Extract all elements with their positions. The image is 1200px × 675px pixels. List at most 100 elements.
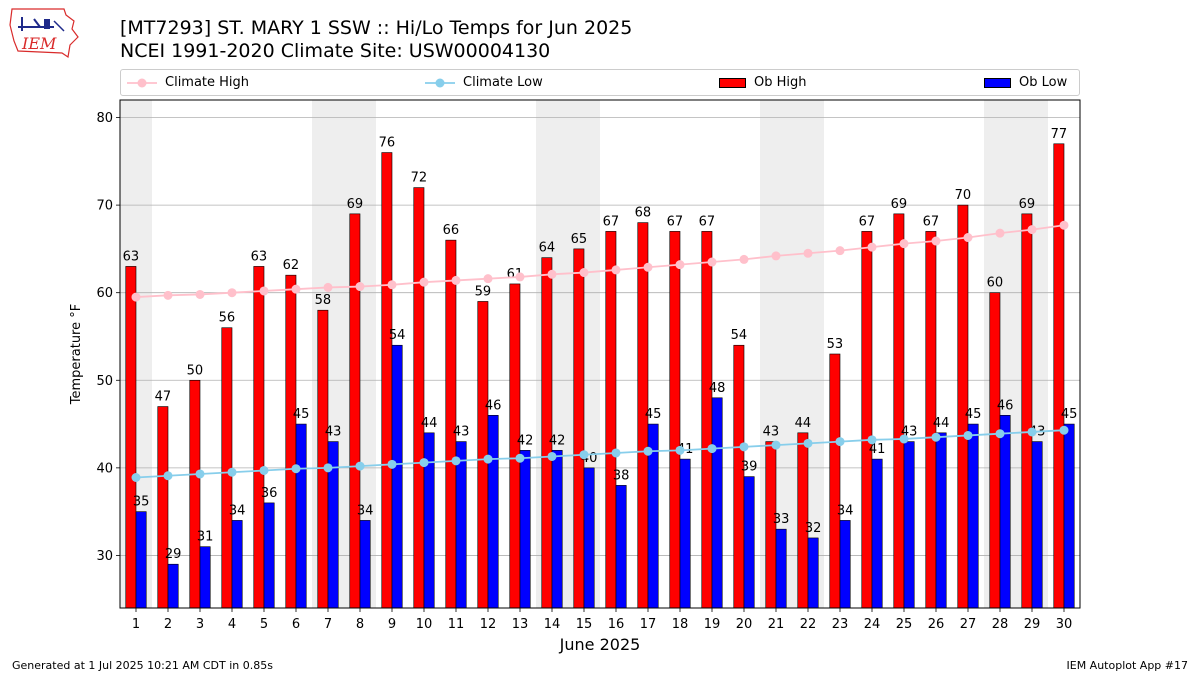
x-tick-label: 29 [1024, 617, 1041, 632]
ob-low-value-label: 44 [933, 416, 950, 431]
x-tick-label: 20 [736, 617, 753, 632]
ob-high-bar [189, 379, 201, 609]
ob-high-bar [381, 152, 393, 609]
x-tick-label: 2 [164, 617, 172, 632]
ob-high-value-label: 67 [667, 214, 684, 229]
ob-low-swatch-icon [984, 77, 1011, 88]
ob-high-bar [1021, 213, 1033, 609]
ob-low-bar [1063, 423, 1075, 609]
ob-high-value-label: 63 [251, 249, 268, 264]
ob-high-value-label: 43 [763, 425, 780, 440]
ob-low-bar [519, 450, 531, 609]
chart-subtitle: NCEI 1991-2020 Climate Site: USW00004130 [120, 40, 551, 62]
x-tick-label: 6 [292, 617, 300, 632]
legend-label-ob-high: Ob High [754, 75, 807, 90]
climate-low-point [739, 442, 749, 452]
climate-high-point [707, 257, 717, 267]
climate-high-point [675, 260, 685, 270]
x-tick-label: 1 [132, 617, 140, 632]
x-tick-label: 8 [356, 617, 364, 632]
climate-high-point [643, 262, 653, 272]
climate-low-point [195, 469, 205, 479]
ob-high-value-label: 65 [571, 232, 588, 247]
ob-low-bar [231, 520, 243, 609]
ob-low-bar [391, 344, 403, 609]
climate-high-point [291, 284, 301, 294]
x-tick-label: 22 [800, 617, 817, 632]
climate-high-point [451, 275, 461, 285]
ob-low-value-label: 45 [645, 407, 662, 422]
legend-item-climate-high: Climate High [127, 70, 249, 95]
iem-logo: IEM [9, 8, 79, 59]
ob-high-value-label: 67 [603, 214, 620, 229]
ob-low-bar [135, 511, 147, 609]
climate-high-point [771, 251, 781, 261]
x-tick-label: 7 [324, 617, 332, 632]
climate-low-point [643, 446, 653, 456]
ob-low-value-label: 54 [389, 328, 406, 343]
climate-high-point [259, 286, 269, 296]
ob-low-bar [711, 397, 723, 609]
plot-frame [119, 99, 1081, 609]
x-tick-label: 5 [260, 617, 268, 632]
climate-high-point [963, 233, 973, 243]
climate-high-point [163, 290, 173, 300]
climate-high-point [931, 236, 941, 246]
legend-item-ob-high: Ob High [719, 70, 807, 95]
climate-high-point [867, 242, 877, 252]
ob-low-bar [871, 458, 883, 609]
ob-low-value-label: 45 [1061, 407, 1078, 422]
ob-high-value-label: 68 [635, 206, 652, 221]
ob-low-bar [455, 441, 467, 609]
climate-low-point [163, 471, 173, 481]
x-tick-label: 11 [448, 617, 465, 632]
climate-low-point [771, 440, 781, 450]
ob-low-value-label: 42 [549, 433, 566, 448]
ob-high-value-label: 47 [155, 390, 172, 405]
climate-low-point [803, 438, 813, 448]
legend-item-ob-low: Ob Low [984, 70, 1067, 95]
ob-low-value-label: 35 [133, 495, 150, 510]
climate-high-point [323, 282, 333, 292]
ob-high-value-label: 69 [891, 197, 908, 212]
climate-high-point [739, 254, 749, 264]
climate-low-line [135, 429, 1065, 479]
ob-low-bar [679, 458, 691, 609]
legend-label-ob-low: Ob Low [1019, 75, 1068, 90]
x-axis-label: June 2025 [559, 635, 641, 654]
ob-high-value-label: 64 [539, 241, 556, 256]
ob-low-value-label: 48 [709, 381, 726, 396]
ob-high-value-label: 67 [859, 214, 876, 229]
x-tick-label: 16 [608, 617, 625, 632]
ob-low-bar [487, 415, 499, 609]
climate-low-point [131, 472, 141, 482]
climate-high-point [195, 289, 205, 299]
ob-high-bar [125, 266, 137, 609]
ob-high-value-label: 69 [1019, 197, 1036, 212]
ob-low-value-label: 45 [293, 407, 310, 422]
y-tick-label: 60 [96, 286, 113, 301]
climate-high-point [995, 228, 1005, 238]
ob-high-bar [861, 231, 873, 609]
x-tick-label: 3 [196, 617, 204, 632]
climate-high-point [227, 288, 237, 298]
x-tick-label: 23 [832, 617, 849, 632]
ob-high-value-label: 70 [955, 188, 972, 203]
y-axis-label: Temperature °F [69, 304, 84, 405]
x-tick-label: 24 [864, 617, 881, 632]
climate-high-point [547, 269, 557, 279]
legend-label-climate-low: Climate Low [463, 75, 543, 90]
climate-high-point [579, 268, 589, 278]
y-tick-label: 50 [96, 374, 113, 389]
y-tick-label: 30 [96, 549, 113, 564]
ob-high-swatch-icon [719, 77, 746, 88]
ob-low-value-label: 34 [837, 503, 854, 518]
climate-low-point [995, 429, 1005, 439]
legend-item-climate-low: Climate Low [425, 70, 543, 95]
legend: Climate High Climate Low Ob High Ob Low [120, 69, 1080, 96]
ob-low-value-label: 46 [485, 398, 502, 413]
ob-low-bar [199, 546, 211, 609]
climate-low-point [355, 461, 365, 471]
ob-high-bar [1053, 143, 1065, 609]
x-tick-label: 15 [576, 617, 593, 632]
